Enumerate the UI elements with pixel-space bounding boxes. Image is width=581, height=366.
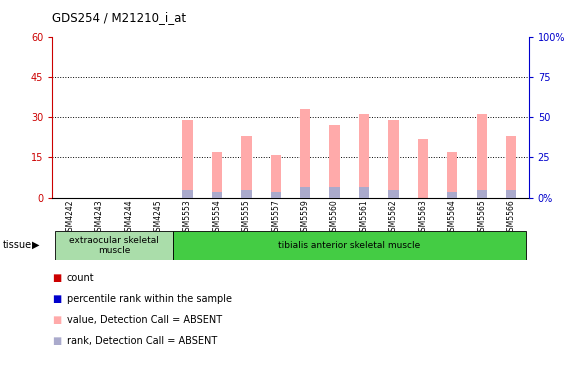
Bar: [447, 192, 457, 198]
Bar: [271, 192, 281, 198]
Text: ■: ■: [52, 273, 62, 283]
Text: ■: ■: [52, 336, 62, 346]
Text: rank, Detection Call = ABSENT: rank, Detection Call = ABSENT: [67, 336, 217, 346]
Bar: [329, 125, 340, 198]
Bar: [476, 190, 487, 198]
Bar: [212, 192, 222, 198]
Text: value, Detection Call = ABSENT: value, Detection Call = ABSENT: [67, 315, 222, 325]
Bar: [447, 152, 457, 198]
Bar: [300, 109, 310, 198]
Text: GDS254 / M21210_i_at: GDS254 / M21210_i_at: [52, 11, 187, 24]
Bar: [388, 190, 399, 198]
Bar: [271, 155, 281, 198]
Text: extraocular skeletal
muscle: extraocular skeletal muscle: [69, 235, 159, 255]
Text: ▶: ▶: [32, 240, 40, 250]
Bar: [173, 231, 526, 260]
Text: tibialis anterior skeletal muscle: tibialis anterior skeletal muscle: [278, 241, 421, 250]
Text: tissue: tissue: [3, 240, 32, 250]
Text: ■: ■: [52, 294, 62, 304]
Bar: [241, 136, 252, 198]
Bar: [300, 187, 310, 198]
Text: percentile rank within the sample: percentile rank within the sample: [67, 294, 232, 304]
Bar: [329, 187, 340, 198]
Bar: [359, 187, 369, 198]
Text: count: count: [67, 273, 95, 283]
Bar: [506, 190, 516, 198]
Bar: [476, 115, 487, 198]
Bar: [55, 231, 173, 260]
Bar: [418, 139, 428, 198]
Bar: [182, 190, 193, 198]
Bar: [241, 190, 252, 198]
Bar: [359, 115, 369, 198]
Text: ■: ■: [52, 315, 62, 325]
Bar: [506, 136, 516, 198]
Bar: [388, 120, 399, 198]
Bar: [182, 120, 193, 198]
Bar: [212, 152, 222, 198]
